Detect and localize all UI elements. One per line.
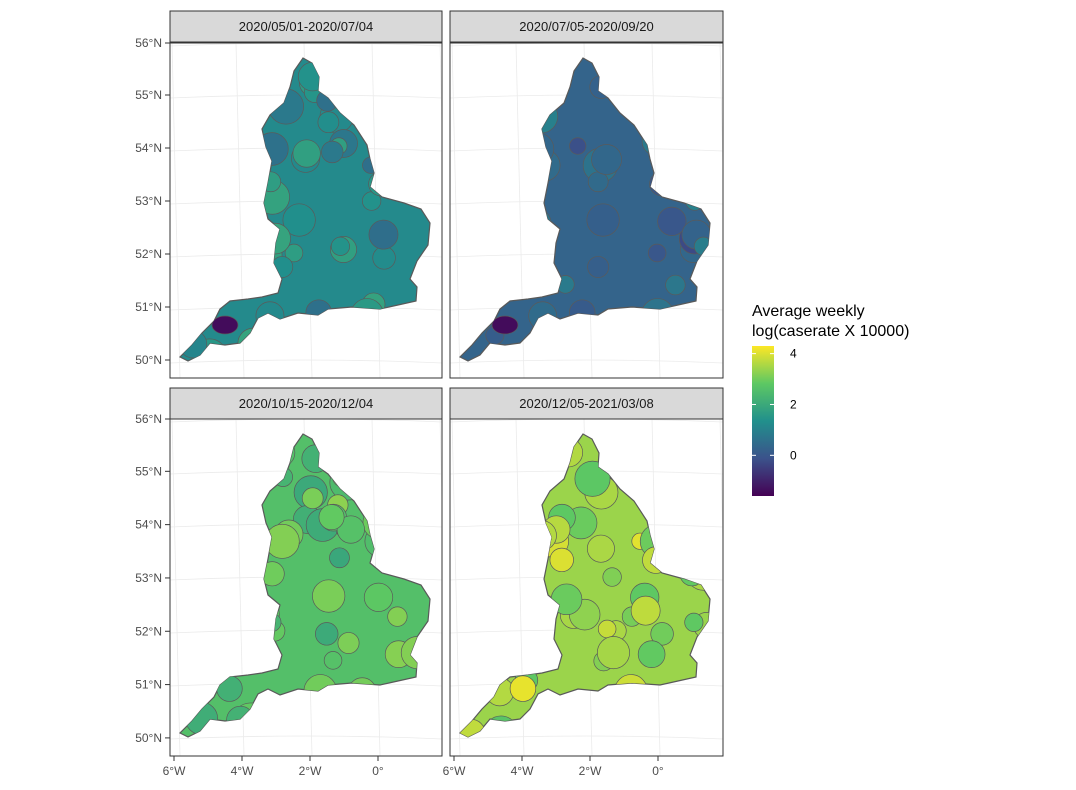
lat-tick-label: 55°N: [135, 464, 162, 478]
district-area: [630, 595, 661, 626]
lat-tick-label: 51°N: [135, 678, 162, 692]
district-area: [284, 243, 304, 263]
facet-strip: [169, 10, 443, 43]
panel-border: [169, 42, 443, 379]
district-area: [650, 622, 674, 646]
facet-label: 2020/10/15-2020/12/04: [239, 396, 373, 411]
lat-tick-label: 54°N: [135, 141, 162, 155]
lon-tick-label: 2°W: [299, 764, 322, 778]
legend-tick-label: 0: [790, 448, 797, 462]
district-area: [569, 137, 587, 155]
legend-tick-label: 4: [790, 347, 797, 361]
district-area: [574, 460, 611, 497]
lon-tick-label: 4°W: [511, 764, 534, 778]
facet-strip: [169, 387, 443, 420]
map-panel: 2020/07/05-2020/09/20: [449, 10, 724, 379]
panel-border: [169, 418, 443, 757]
lat-tick-label: 53°N: [135, 571, 162, 585]
district-area: [491, 315, 519, 335]
lon-tick-label: 0°: [372, 764, 384, 778]
map-panel: 2020/10/15-2020/12/04: [169, 387, 443, 757]
district-area: [657, 206, 687, 236]
district-area: [329, 547, 350, 569]
district-area: [597, 619, 617, 639]
district-area: [602, 567, 622, 587]
district-area: [591, 144, 622, 175]
legend-title-line-2: log(caserate X 10000): [752, 323, 909, 340]
district-area: [586, 203, 620, 237]
lat-tick-label: 51°N: [135, 300, 162, 314]
district-area: [321, 140, 344, 164]
district-area: [665, 274, 686, 296]
lat-tick-label: 53°N: [135, 194, 162, 208]
facet-label: 2020/12/05-2021/03/08: [519, 396, 653, 411]
facet-strip: [449, 10, 724, 43]
lon-tick-label: 6°W: [443, 764, 466, 778]
panel-border: [449, 418, 724, 757]
district-area: [509, 675, 537, 702]
district-area: [282, 203, 316, 237]
lat-tick-label: 56°N: [135, 412, 162, 426]
lat-tick-label: 54°N: [135, 518, 162, 532]
panel-border: [449, 42, 724, 379]
lat-tick-label: 55°N: [135, 88, 162, 102]
district-area: [684, 612, 704, 632]
map-panel: 2020/12/05-2021/03/08: [449, 387, 724, 757]
district-area: [549, 547, 574, 573]
district-area: [596, 636, 630, 670]
district-area: [315, 622, 339, 646]
lon-tick-label: 0°: [652, 764, 664, 778]
district-area: [647, 243, 667, 263]
district-area: [368, 219, 399, 250]
lat-tick-label: 50°N: [135, 731, 162, 745]
legend-colorbar: [752, 346, 774, 496]
lat-tick-label: 52°N: [135, 624, 162, 638]
lon-tick-label: 4°W: [231, 764, 254, 778]
facet-label: 2020/05/01-2020/07/04: [239, 19, 373, 34]
district-area: [318, 504, 345, 531]
facet-strip: [449, 387, 724, 420]
district-area: [363, 582, 394, 612]
district-area: [587, 256, 610, 279]
lat-tick-label: 50°N: [135, 353, 162, 367]
district-area: [317, 111, 340, 134]
district-area: [301, 487, 324, 510]
district-area: [637, 640, 666, 669]
lat-tick-label: 52°N: [135, 247, 162, 261]
facet-label: 2020/07/05-2020/09/20: [519, 19, 653, 34]
district-area: [312, 579, 346, 613]
district-area: [586, 534, 615, 563]
district-area: [292, 139, 321, 168]
legend-title-line-1: Average weekly: [752, 303, 865, 320]
legend-tick-label: 2: [790, 397, 797, 411]
district-area: [337, 632, 360, 655]
district-area: [372, 246, 396, 270]
map-panel: 2020/05/01-2020/07/04: [169, 10, 443, 379]
district-area: [330, 236, 350, 256]
district-area: [211, 315, 239, 335]
district-area: [387, 606, 408, 627]
lon-tick-label: 6°W: [163, 764, 186, 778]
lon-tick-label: 2°W: [579, 764, 602, 778]
lat-tick-label: 56°N: [135, 36, 162, 50]
district-area: [323, 651, 343, 670]
district-area: [336, 515, 365, 544]
